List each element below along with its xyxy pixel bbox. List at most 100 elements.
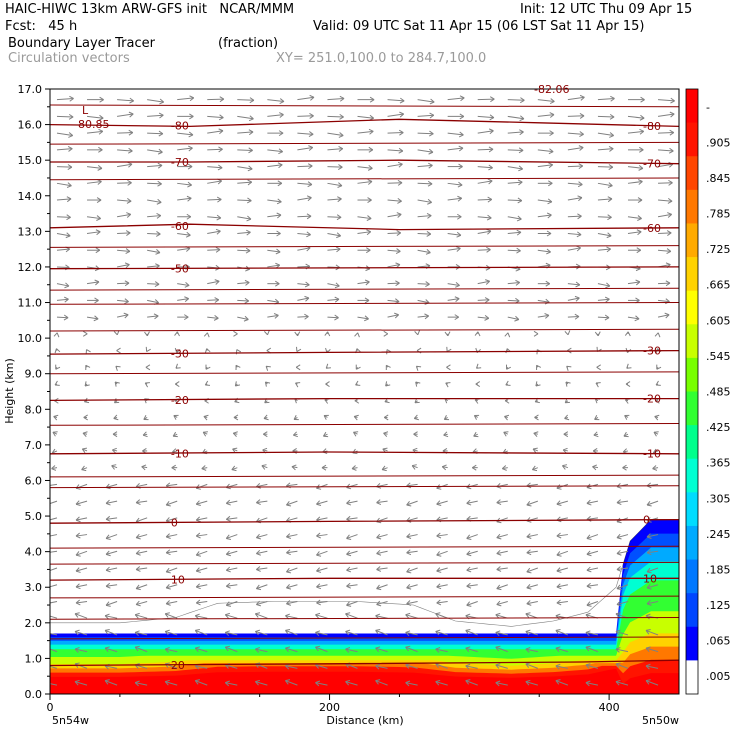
- vector-arrow: [477, 279, 490, 285]
- vector-arrow: [417, 281, 430, 288]
- vector-arrow: [207, 146, 223, 153]
- vector-arrow: [231, 465, 238, 472]
- y-axis-title: Height (km): [3, 358, 16, 424]
- vector-arrow: [526, 500, 538, 507]
- vector-arrow: [292, 431, 298, 438]
- vector-arrow: [194, 646, 208, 653]
- isotherm-line: [50, 616, 679, 620]
- vector-arrow: [466, 566, 478, 573]
- vector-arrow: [315, 645, 328, 653]
- vector-arrow: [327, 246, 341, 253]
- vector-arrow: [254, 679, 268, 686]
- field-name: Boundary Layer Tracer: [8, 36, 155, 51]
- vector-arrow: [624, 414, 630, 420]
- vector-arrow: [413, 431, 418, 438]
- vector-arrow: [357, 247, 371, 254]
- vector-arrow: [54, 348, 61, 354]
- vector-arrow: [496, 600, 508, 607]
- isotherm-label: -20: [643, 393, 661, 406]
- vector-arrow: [201, 465, 208, 471]
- vector-arrow: [297, 281, 310, 288]
- vector-arrow: [383, 414, 389, 421]
- vector-arrow: [225, 534, 238, 540]
- vector-arrow: [297, 313, 309, 320]
- vector-arrow: [195, 599, 208, 606]
- isotherm-line: [50, 474, 679, 478]
- axes: 0.0 1.0 2.0 3.0 4.0 5.0 6.0 7.0 8.0 9.0 10.0 11.0 12…: [18, 83, 620, 714]
- vector-arrow: [286, 584, 298, 590]
- vector-arrow: [353, 414, 359, 421]
- vector-arrow: [476, 363, 482, 369]
- vector-arrow: [585, 680, 599, 687]
- vector-arrow: [357, 315, 369, 322]
- field-units: (fraction): [218, 36, 279, 51]
- vector-arrow: [86, 229, 101, 236]
- vector-arrow: [114, 381, 120, 387]
- vector-arrow: [507, 115, 525, 122]
- vector-arrow: [164, 679, 178, 686]
- y-tick-label: 8.0: [25, 403, 43, 416]
- vector-arrow: [237, 147, 253, 154]
- isotherm-line: [50, 371, 679, 375]
- vector-arrow: [657, 147, 674, 154]
- isotherm-label: -60: [171, 220, 189, 233]
- vector-arrow: [134, 645, 148, 653]
- vector-arrow: [567, 181, 583, 188]
- vector-arrow: [233, 330, 238, 337]
- vector-arrow: [225, 515, 238, 522]
- vector-arrow: [254, 629, 268, 636]
- vector-arrow: [117, 212, 132, 218]
- vector-arrow: [286, 549, 298, 556]
- vector-arrow: [475, 381, 481, 387]
- vector-arrow: [116, 347, 121, 354]
- vector-arrow: [567, 295, 580, 302]
- isotherm-label: -10: [171, 447, 189, 460]
- vector-arrow: [297, 94, 315, 101]
- vector-arrow: [536, 364, 542, 371]
- vector-arrow: [556, 583, 568, 590]
- vector-arrow: [104, 679, 118, 686]
- vector-arrow: [658, 129, 675, 136]
- vector-arrow: [563, 431, 569, 438]
- isotherm-label: 0: [643, 514, 650, 527]
- vector-arrow: [567, 231, 582, 238]
- vector-arrow: [117, 248, 131, 254]
- vector-arrow: [203, 332, 210, 338]
- vector-arrow: [177, 296, 190, 303]
- vector-arrow: [496, 533, 508, 540]
- vector-arrow: [477, 214, 492, 221]
- vector-arrow: [285, 628, 298, 636]
- x-axis-title: Distance (km): [326, 714, 403, 727]
- vector-arrow: [56, 296, 69, 303]
- vector-arrow: [436, 599, 448, 606]
- tracer-field: [50, 519, 679, 694]
- vector-arrow: [297, 181, 313, 188]
- vector-arrow: [436, 532, 448, 539]
- vector-arrow: [56, 146, 73, 152]
- vector-arrow: [207, 279, 220, 285]
- vector-arrow: [657, 97, 675, 104]
- vector-arrow: [592, 448, 598, 454]
- vector-arrow: [84, 381, 90, 387]
- vector-arrow: [164, 629, 178, 636]
- y-tick-label: 1.0: [25, 652, 43, 665]
- vector-arrow: [104, 646, 118, 653]
- vector-arrow: [195, 567, 208, 573]
- vector-arrow: [256, 499, 268, 506]
- vector-arrow: [324, 398, 330, 404]
- vector-arrow: [194, 679, 208, 686]
- vector-arrow: [414, 330, 421, 336]
- isotherm-label: -60: [643, 222, 661, 235]
- vector-arrow: [383, 330, 389, 337]
- vector-arrow: [375, 663, 388, 670]
- isotherm-line: [50, 302, 679, 305]
- vector-arrow: [75, 567, 88, 573]
- vector-arrow: [507, 197, 523, 204]
- vector-arrow: [387, 262, 401, 269]
- vector-arrow: [507, 247, 521, 254]
- vector-arrow: [507, 229, 522, 236]
- vector-arrow: [87, 96, 104, 103]
- vector-arrow: [86, 128, 104, 135]
- vector-arrow: [531, 465, 538, 472]
- vector-arrow: [237, 197, 252, 204]
